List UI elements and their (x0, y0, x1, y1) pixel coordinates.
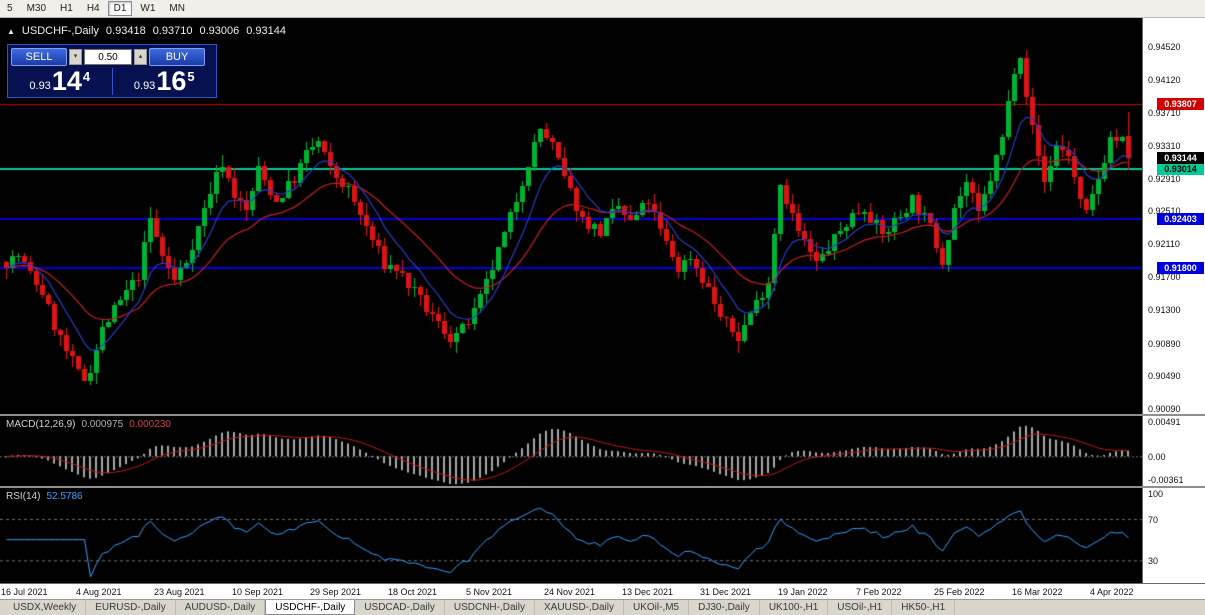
timeframe-button-h1[interactable]: H1 (60, 3, 73, 14)
macd-name: MACD(12,26,9) (6, 419, 76, 430)
symbol-tab-hk50[interactable]: HK50-,H1 (892, 600, 956, 615)
price-axis-tick: 0.92110 (1148, 238, 1180, 249)
pane-separator-macd[interactable] (0, 414, 1205, 416)
one-click-trading-panel: SELL ▾ ▴ BUY 0.93 14 4 0.93 16 5 (7, 44, 217, 98)
symbol-tab-usdx[interactable]: USDX,Weekly (4, 600, 87, 615)
timeframe-button-5[interactable]: 5 (7, 3, 13, 14)
sell-price-prefix: 0.93 (29, 80, 51, 92)
current-price-label: 0.93144 (1157, 152, 1204, 165)
price-axis-tick: 0.90490 (1148, 371, 1181, 382)
buy-price-sup: 5 (187, 69, 195, 84)
price-axis-tick: 0.93710 (1148, 108, 1181, 119)
level-price-label: 0.92403 (1157, 212, 1204, 225)
symbol-tab-usdcad[interactable]: USDCAD-,Daily (355, 600, 445, 615)
rsi-label: RSI(14) 52.5786 (6, 491, 83, 502)
time-axis-label: 4 Apr 2022 (1090, 587, 1134, 597)
time-axis-label: 24 Nov 2021 (544, 587, 596, 597)
chart-tabs: USDX,Weekly EURUSD-,Daily AUDUSD-,Daily USD… (4, 600, 956, 615)
ohlc-open: 0.93418 (105, 25, 146, 37)
price-axis: 0.94520 0.94120 0.93710 0.93310 0.92910 0.925… (1142, 18, 1205, 583)
buy-price-big: 16 (156, 66, 187, 96)
rsi-value: 52.5786 (46, 491, 83, 502)
price-axis-tick: 0.90090 (1148, 403, 1181, 414)
rsi-indicator-canvas[interactable] (0, 488, 1142, 583)
price-axis-tick: 0.93310 (1148, 140, 1181, 151)
level-price-label: 0.93014 (1157, 163, 1204, 176)
timeframe-toolbar: 5 M30 H1 H4 D1 W1 MN (0, 0, 1205, 18)
chart-tab-bar: USDX,Weekly EURUSD-,Daily AUDUSD-,Daily USD… (0, 599, 1205, 615)
time-axis: 16 Jul 2021 4 Aug 2021 23 Aug 2021 10 Sep 2… (0, 583, 1205, 599)
time-axis-label: 16 Mar 2022 (1012, 587, 1063, 597)
price-axis-tick: 0.94120 (1148, 74, 1181, 85)
buy-price[interactable]: 0.93 16 5 (113, 68, 217, 95)
ohlc-close: 0.93144 (246, 25, 286, 37)
price-axis-tick: 0.94520 (1148, 42, 1181, 53)
macd-main-value: 0.000975 (81, 419, 124, 430)
chart-title: USDCHF-,Daily (21, 25, 99, 37)
rsi-axis-tick: 70 (1148, 514, 1159, 525)
trade-prices-row: 0.93 14 4 0.93 16 5 (8, 68, 216, 97)
symbol-tab-dj30[interactable]: DJ30-,Daily (689, 600, 760, 615)
symbol-marker-icon: ▲ (7, 27, 15, 36)
sell-price-sup: 4 (82, 69, 91, 84)
trade-controls-row: SELL ▾ ▴ BUY (8, 45, 216, 68)
price-axis-tick: 0.91700 (1148, 272, 1181, 283)
ohlc-high: 0.93710 (152, 25, 193, 37)
time-axis-label: 4 Aug 2021 (76, 587, 122, 597)
time-axis-label: 16 Jul 2021 (1, 587, 48, 597)
sell-price-big: 14 (51, 66, 82, 96)
ohlc-low: 0.93006 (199, 25, 240, 37)
time-axis-label: 29 Sep 2021 (310, 587, 362, 597)
symbol-tab-xauusd[interactable]: XAUUSD-,Daily (535, 600, 624, 615)
sell-price[interactable]: 0.93 14 4 (8, 68, 112, 95)
price-axis-tick: 0.90890 (1148, 338, 1181, 349)
symbol-tab-usdchf[interactable]: USDCHF-,Daily (265, 600, 356, 615)
symbol-tab-uk100[interactable]: UK100-,H1 (760, 600, 829, 615)
timeframe-buttons: 5 M30 H1 H4 D1 W1 MN (1, 1, 191, 16)
timeframe-button-m30[interactable]: M30 (26, 3, 47, 14)
rsi-axis-tick: 30 (1148, 556, 1159, 567)
timeframe-button-h4[interactable]: H4 (86, 3, 100, 14)
volume-input[interactable] (84, 49, 132, 65)
symbol-tab-eurusd[interactable]: EURUSD-,Daily (86, 600, 176, 615)
macd-indicator-canvas[interactable] (0, 416, 1142, 486)
time-axis-label: 23 Aug 2021 (154, 587, 205, 597)
time-axis-label: 31 Dec 2021 (700, 587, 752, 597)
timeframe-button-mn[interactable]: MN (169, 3, 185, 14)
price-divider (111, 68, 113, 95)
macd-axis-tick: 0.00 (1148, 452, 1166, 463)
rsi-axis-tick: 100 (1148, 489, 1164, 499)
macd-axis-tick: 0.00491 (1148, 417, 1181, 427)
volume-decrease-button[interactable]: ▾ (69, 49, 82, 65)
price-axis-tick: 0.91300 (1148, 305, 1181, 316)
symbol-tab-audusd[interactable]: AUDUSD-,Daily (176, 600, 266, 615)
level-price-label: 0.91800 (1157, 262, 1204, 275)
macd-signal-value: 0.000230 (129, 419, 171, 430)
buy-button[interactable]: BUY (149, 48, 205, 66)
price-axis-tick: 0.92510 (1148, 206, 1181, 217)
time-axis-label: 13 Dec 2021 (622, 587, 674, 597)
time-axis-label: 10 Sep 2021 (232, 587, 284, 597)
symbol-tab-ukoil[interactable]: UKOil-,M5 (624, 600, 690, 615)
chart-header: ▲ USDCHF-,Daily 0.93418 0.93710 0.93006 … (7, 25, 286, 39)
timeframe-button-w1[interactable]: W1 (140, 3, 156, 14)
time-axis-label: 25 Feb 2022 (934, 587, 985, 597)
symbol-tab-usdcnh[interactable]: USDCNH-,Daily (445, 600, 535, 615)
symbol-tab-usoil[interactable]: USOil-,H1 (828, 600, 893, 615)
time-axis-label: 18 Oct 2021 (388, 587, 438, 597)
volume-increase-button[interactable]: ▴ (134, 49, 147, 65)
pane-separator-rsi[interactable] (0, 486, 1205, 488)
buy-price-prefix: 0.93 (133, 80, 156, 92)
time-axis-label: 7 Feb 2022 (856, 587, 902, 597)
rsi-name: RSI(14) (6, 491, 41, 502)
timeframe-button-d1[interactable]: D1 (107, 1, 133, 16)
level-price-label: 0.93807 (1157, 98, 1204, 111)
time-axis-label: 5 Nov 2021 (466, 587, 513, 597)
macd-axis-tick: -0.00361 (1148, 475, 1184, 485)
price-axis-tick: 0.92910 (1148, 173, 1181, 184)
sell-button[interactable]: SELL (11, 48, 67, 66)
macd-label: MACD(12,26,9) 0.000975 0.000230 (6, 419, 171, 430)
time-axis-label: 19 Jan 2022 (778, 587, 828, 597)
